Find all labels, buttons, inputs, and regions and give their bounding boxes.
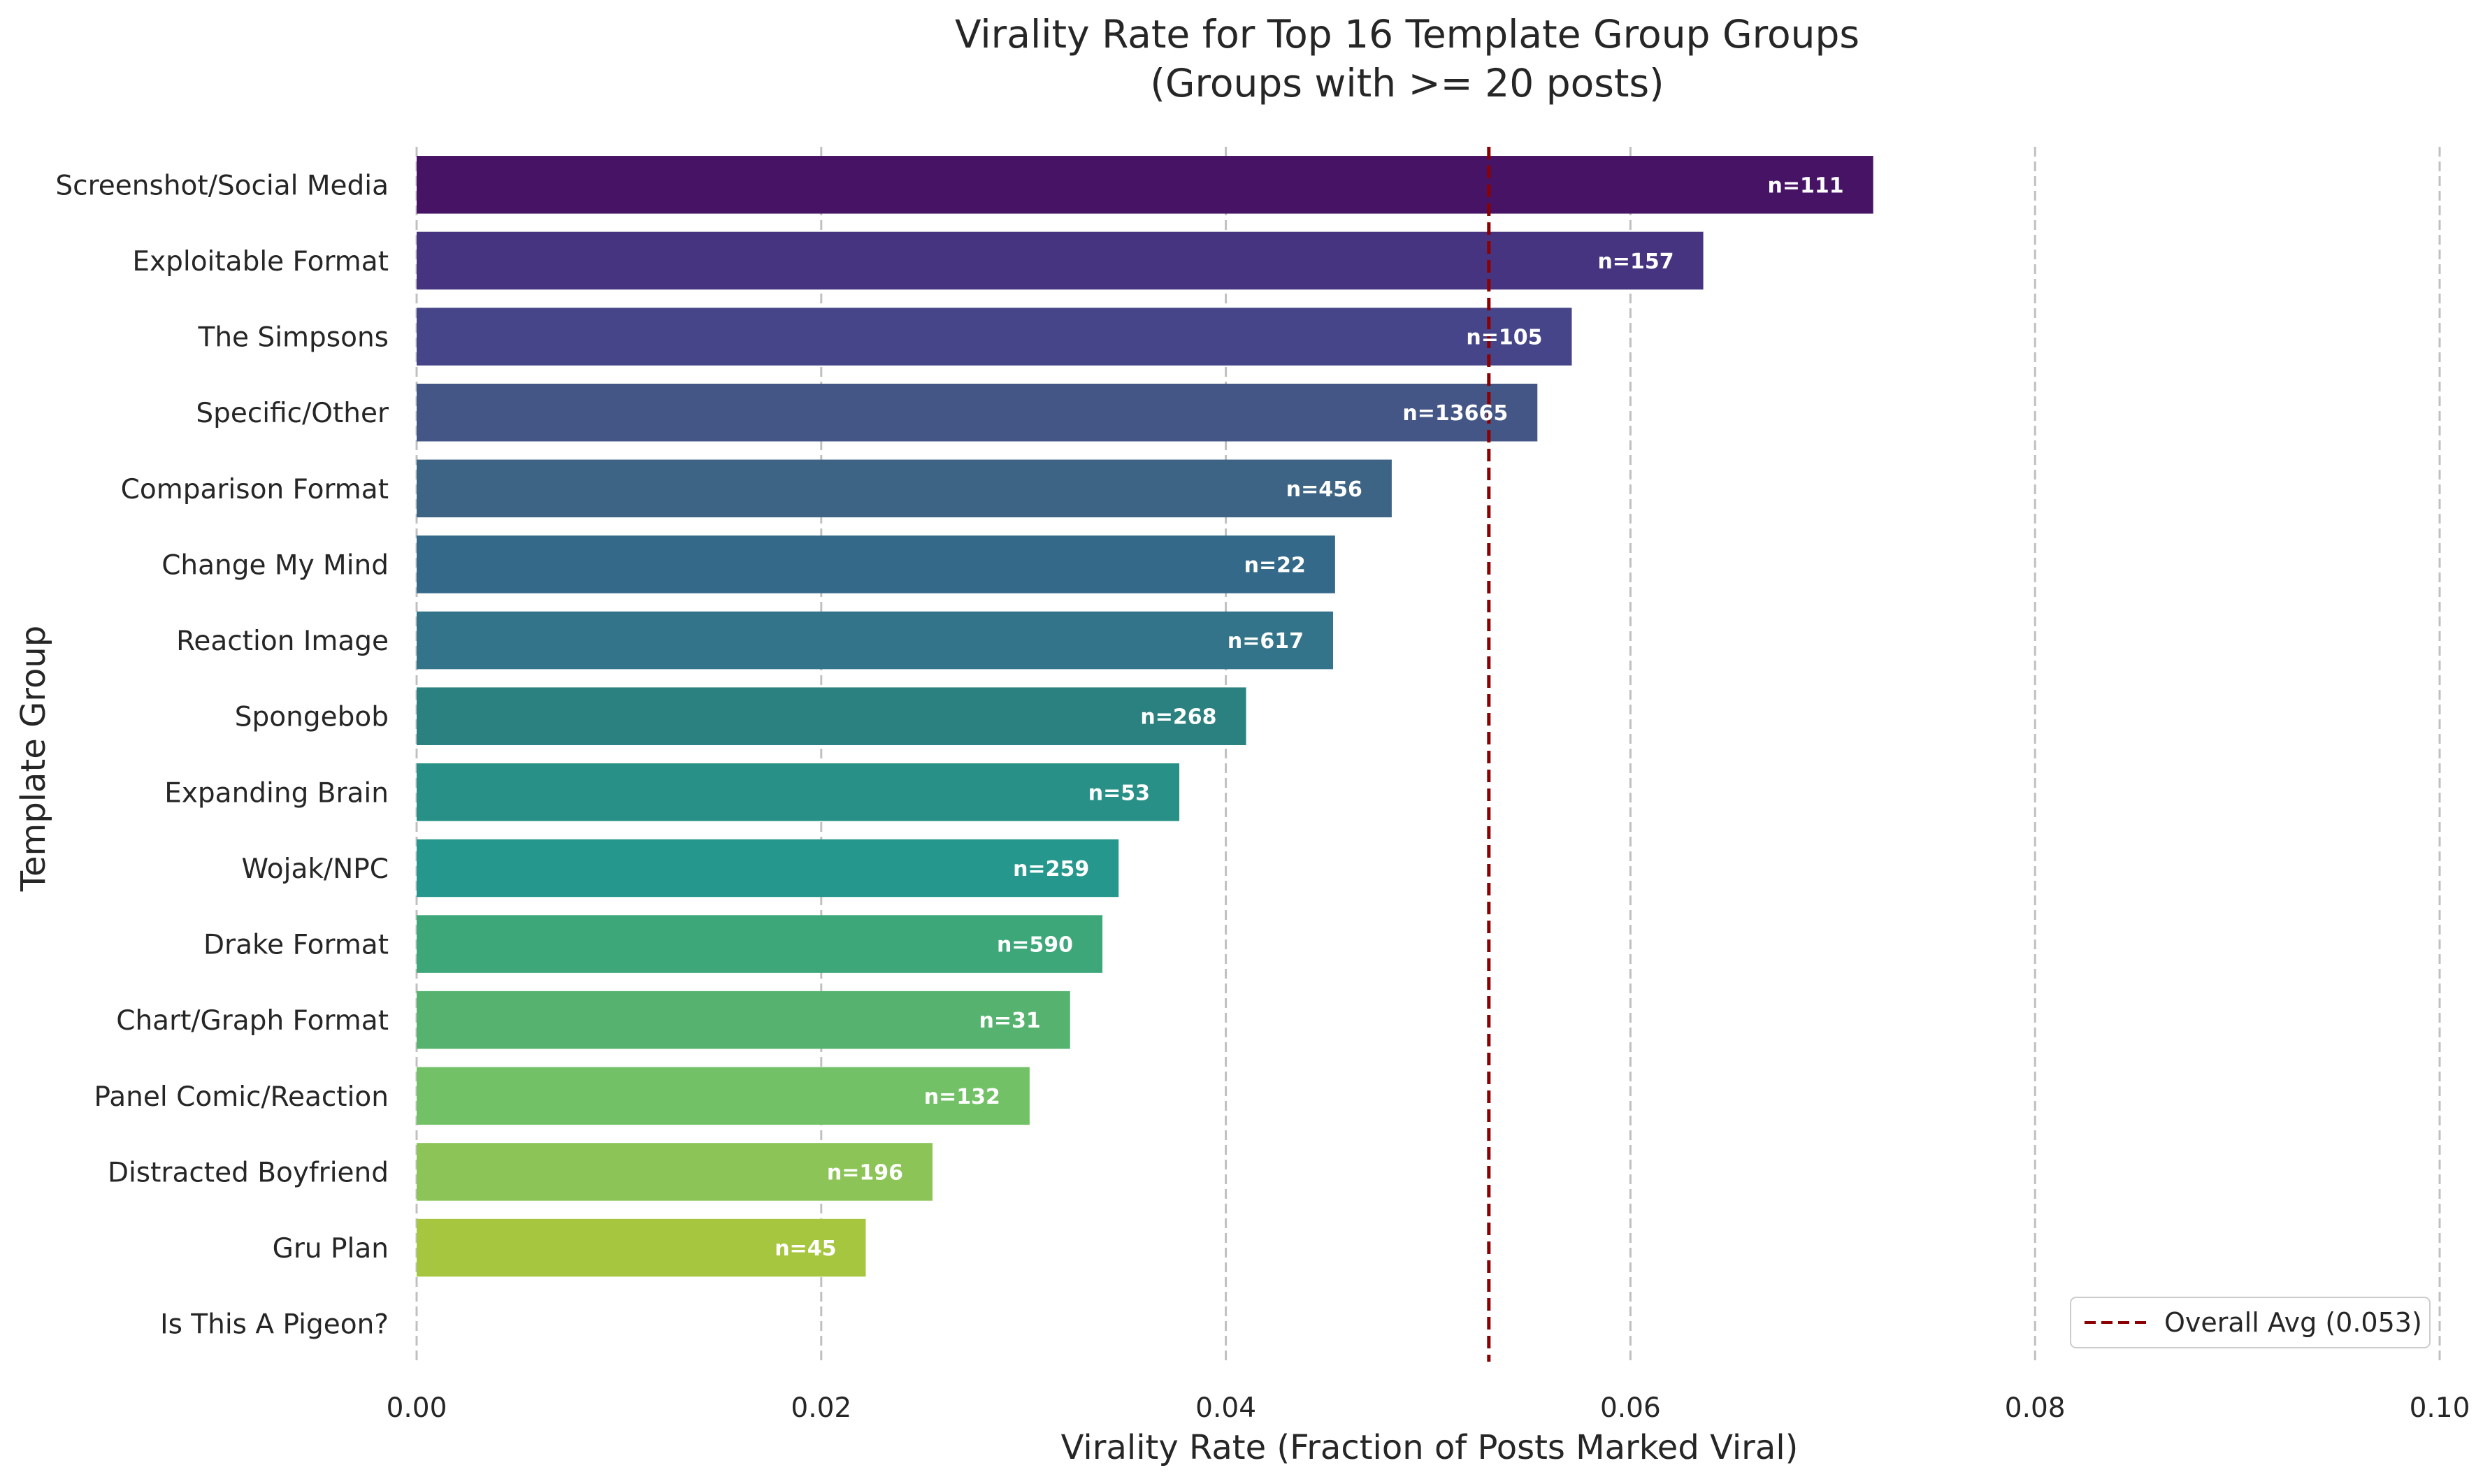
y-tick-label: Comparison Format <box>121 474 389 505</box>
x-tick-label: 0.06 <box>1600 1392 1661 1424</box>
y-tick-label: Reaction Image <box>176 626 389 657</box>
legend-box <box>2070 1297 2431 1348</box>
bar-value-label: n=617 <box>1228 629 1304 654</box>
bar <box>417 156 1873 214</box>
legend-label-avg: Overall Avg (0.053) <box>2164 1307 2422 1338</box>
bar <box>417 535 1335 593</box>
y-tick-label: Exploitable Format <box>132 246 389 278</box>
y-tick-label: Is This A Pigeon? <box>160 1309 389 1341</box>
bar-value-label: n=31 <box>979 1009 1041 1033</box>
x-tick-label: 0.04 <box>1195 1392 1256 1424</box>
y-tick-label: Expanding Brain <box>164 777 389 809</box>
x-tick-label: 0.02 <box>791 1392 851 1424</box>
x-tick-label: 0.10 <box>2410 1392 2470 1424</box>
y-tick-label: The Simpsons <box>198 322 389 354</box>
bar-value-label: n=53 <box>1088 781 1150 805</box>
y-tick-label: Drake Format <box>203 930 389 961</box>
y-tick-label: Distracted Boyfriend <box>108 1157 389 1188</box>
bar-value-label: n=196 <box>827 1160 903 1185</box>
x-tick-label: 0.08 <box>2005 1392 2066 1424</box>
bar <box>417 459 1392 518</box>
bar-value-label: n=13665 <box>1402 401 1508 426</box>
y-tick-label: Panel Comic/Reaction <box>94 1081 389 1113</box>
chart-subtitle: (Groups with >= 20 posts) <box>1150 61 1664 106</box>
bar <box>417 611 1333 670</box>
y-tick-label: Chart/Graph Format <box>116 1005 389 1037</box>
x-tick-label: 0.00 <box>387 1392 447 1424</box>
bar <box>417 763 1180 821</box>
bar-labels: n=111 n=157 n=105 n=13665 n=456 n=22 n=617 n=26… <box>369 173 1844 1337</box>
bar-value-label: n=22 <box>369 1313 431 1337</box>
bar-value-label: n=268 <box>1140 705 1216 730</box>
bar <box>417 839 1119 898</box>
bar-value-label: n=259 <box>1013 857 1089 881</box>
bars <box>417 156 1873 1277</box>
y-tick-label: Spongebob <box>235 702 389 733</box>
bar <box>417 687 1246 745</box>
bar-value-label: n=45 <box>775 1237 836 1261</box>
bar <box>417 1067 1030 1125</box>
bar <box>417 915 1103 973</box>
bar-value-label: n=22 <box>1244 553 1306 577</box>
y-axis-label: Template Group <box>14 626 53 892</box>
y-tick-label: Wojak/NPC <box>241 853 389 885</box>
bar-value-label: n=132 <box>924 1085 1000 1109</box>
y-tick-label: Gru Plan <box>273 1233 389 1265</box>
bar-value-label: n=157 <box>1597 250 1674 274</box>
bar-value-label: n=590 <box>997 933 1073 958</box>
chart-title: Virality Rate for Top 16 Template Group … <box>955 12 1859 57</box>
y-tick-label: Specific/Other <box>196 398 389 429</box>
y-tick-labels: Screenshot/Social Media Exploitable Forma… <box>55 170 389 1340</box>
bar-value-label: n=105 <box>1466 326 1542 350</box>
bar <box>417 990 1070 1049</box>
bar-value-label: n=456 <box>1286 477 1362 502</box>
x-tick-labels: 0.00 0.02 0.04 0.06 0.08 0.10 <box>387 1392 2470 1424</box>
bar <box>417 383 1538 442</box>
legend: Overall Avg (0.053) <box>2070 1297 2431 1348</box>
grid-lines <box>415 147 2441 1362</box>
bar <box>417 1143 933 1201</box>
bar <box>417 1218 866 1277</box>
x-axis-label: Virality Rate (Fraction of Posts Marked … <box>1061 1428 1799 1467</box>
y-tick-label: Change My Mind <box>161 549 389 581</box>
y-tick-label: Screenshot/Social Media <box>55 170 389 201</box>
bar-value-label: n=111 <box>1768 173 1844 198</box>
bar <box>417 231 1704 290</box>
bar <box>417 308 1572 366</box>
